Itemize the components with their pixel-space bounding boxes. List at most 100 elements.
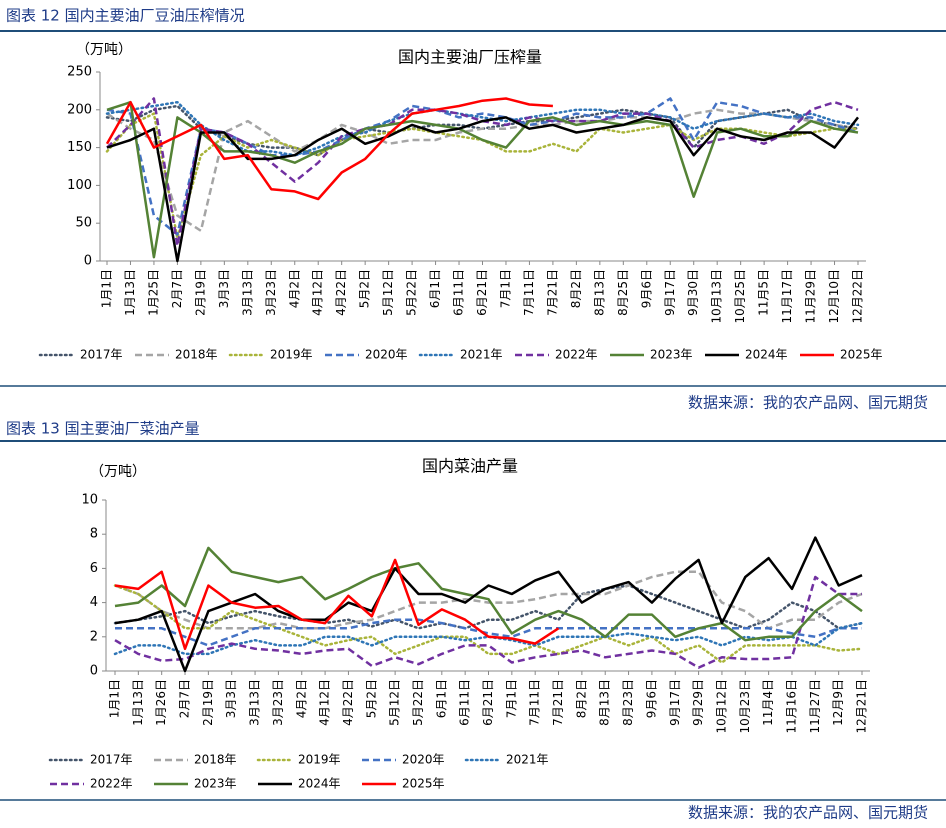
- series-line: [106, 100, 859, 259]
- legend-label: 2020年: [365, 348, 408, 362]
- x-tick-label: 2月19日: [193, 269, 207, 316]
- y-tick-label: 0: [84, 254, 92, 269]
- x-tick-label: 9月17日: [663, 269, 677, 316]
- x-tick-label: 7月1日: [498, 269, 512, 308]
- source: 数据来源：我的农产品网、国元期货: [688, 394, 928, 412]
- x-tick-label: 1月13日: [131, 679, 145, 726]
- x-tick-label: 4月22日: [341, 679, 355, 726]
- legend-label: 2019年: [270, 348, 313, 362]
- x-tick-label: 5月12日: [388, 679, 402, 726]
- x-tick-label: 2月7日: [178, 679, 192, 718]
- legend-label: 2017年: [80, 348, 123, 362]
- x-tick-label: 6月1日: [428, 269, 442, 308]
- chart-title: 国内菜油产量: [422, 457, 518, 476]
- source: 数据来源：我的农产品网、国元期货: [688, 804, 928, 822]
- series-line: [105, 97, 553, 201]
- series-line: [114, 570, 863, 630]
- y-tick-label: 10: [81, 493, 98, 508]
- x-tick-label: 11月29日: [804, 269, 818, 324]
- x-tick-label: 3月23日: [264, 269, 278, 316]
- series-line: [106, 116, 859, 263]
- x-tick-label: 6月21日: [475, 269, 489, 316]
- x-tick-label: 10月12日: [714, 679, 728, 734]
- x-tick-label: 7月1日: [504, 679, 518, 718]
- series-line: [114, 546, 863, 642]
- x-tick-label: 3月3日: [224, 679, 238, 718]
- series-line: [115, 618, 862, 647]
- series-line: [106, 108, 859, 233]
- legend-label: 2021年: [506, 753, 549, 767]
- x-tick-label: 2月7日: [170, 269, 184, 308]
- x-tick-label: 8月2日: [574, 679, 588, 718]
- x-tick-label: 11月17日: [780, 269, 794, 324]
- x-tick-label: 9月6日: [639, 269, 653, 308]
- x-tick-label: 5月12日: [381, 269, 395, 316]
- series-line: [114, 575, 862, 669]
- x-tick-label: 10月13日: [710, 269, 724, 324]
- x-tick-label: 8月2日: [569, 269, 583, 308]
- x-tick-label: 9月6日: [644, 679, 658, 718]
- series-line: [114, 536, 863, 673]
- x-tick-label: 8月23日: [621, 679, 635, 726]
- x-tick-label: 8月25日: [616, 269, 630, 316]
- x-tick-label: 6月1日: [434, 679, 448, 718]
- x-tick-label: 9月17日: [668, 679, 682, 726]
- series-line: [114, 558, 560, 651]
- x-tick-label: 3月3日: [217, 269, 231, 308]
- x-tick-label: 11月4日: [761, 679, 775, 726]
- x-tick-label: 11月27日: [808, 679, 822, 734]
- legend-label: 2025年: [840, 348, 883, 362]
- x-tick-label: 8月13日: [598, 679, 612, 726]
- y-tick-label: 0: [90, 664, 98, 679]
- x-tick-label: 1月1日: [108, 679, 122, 718]
- y-tick-label: 150: [67, 140, 92, 155]
- x-tick-label: 5月22日: [411, 679, 425, 726]
- y-tick-label: 6: [90, 561, 98, 576]
- y-axis-label: （万吨）: [90, 464, 146, 480]
- x-tick-label: 6月11日: [458, 679, 472, 726]
- x-tick-label: 6月11日: [452, 269, 466, 316]
- x-tick-label: 3月13日: [240, 269, 254, 316]
- legend-label: 2021年: [460, 348, 503, 362]
- x-tick-label: 10月23日: [738, 679, 752, 734]
- x-tick-label: 3月13日: [248, 679, 262, 726]
- x-tick-label: 11月5日: [757, 269, 771, 316]
- x-tick-label: 4月22日: [334, 269, 348, 316]
- series-line: [113, 584, 864, 664]
- x-tick-label: 1月25日: [146, 269, 160, 316]
- figure-label: 图表 12 国内主要油厂豆油压榨情况: [6, 7, 245, 25]
- x-tick-label: 2月19日: [201, 679, 215, 726]
- x-tick-label: 8月13日: [592, 269, 606, 316]
- x-tick-label: 1月13日: [123, 269, 137, 316]
- x-tick-label: 1月1日: [100, 269, 114, 308]
- y-tick-label: 4: [90, 595, 98, 610]
- x-tick-label: 7月21日: [551, 679, 565, 726]
- legend-label: 2022年: [555, 348, 598, 362]
- x-tick-label: 1月26日: [154, 679, 168, 726]
- x-tick-label: 4月2日: [294, 679, 308, 718]
- y-axis-label: （万吨）: [76, 42, 132, 58]
- x-tick-label: 3月23日: [271, 679, 285, 726]
- legend-label: 2018年: [175, 348, 218, 362]
- x-tick-label: 4月2日: [287, 269, 301, 308]
- figure-label: 图表 13 国主要油厂菜油产量: [6, 420, 200, 438]
- legend-label: 2020年: [402, 753, 445, 767]
- x-tick-label: 12月21日: [855, 679, 869, 734]
- chart-title: 国内主要油厂压榨量: [398, 48, 542, 67]
- x-tick-label: 5月2日: [364, 679, 378, 718]
- x-tick-label: 12月10日: [827, 269, 841, 324]
- x-tick-label: 5月2日: [358, 269, 372, 308]
- legend-label: 2025年: [402, 777, 445, 791]
- x-tick-label: 10月25日: [733, 269, 747, 324]
- x-tick-label: 12月9日: [831, 679, 845, 726]
- series-line: [113, 584, 864, 630]
- series-line: [105, 100, 860, 157]
- x-tick-label: 7月11日: [528, 679, 542, 726]
- x-tick-label: 5月22日: [405, 269, 419, 316]
- x-tick-label: 4月12日: [318, 679, 332, 726]
- x-tick-label: 6月21日: [481, 679, 495, 726]
- legend-label: 2023年: [194, 777, 237, 791]
- x-tick-label: 12月22日: [851, 269, 865, 324]
- y-tick-label: 50: [75, 216, 92, 231]
- y-tick-label: 200: [67, 102, 92, 117]
